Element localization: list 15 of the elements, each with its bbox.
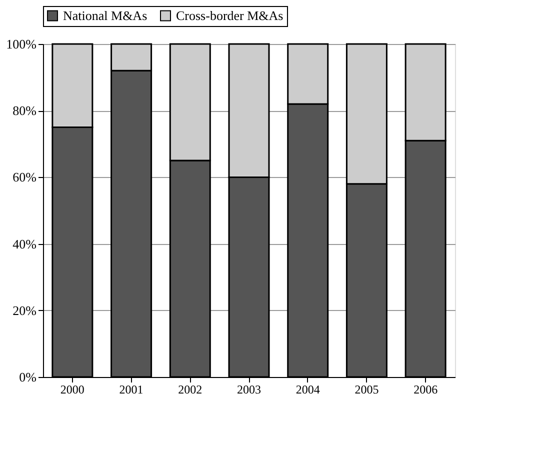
y-tick-label: 60% — [12, 170, 37, 185]
x-tick-label: 2006 — [414, 382, 438, 396]
y-tick-label: 80% — [12, 103, 37, 118]
legend-label: Cross-border M&As — [176, 8, 284, 23]
x-tick-label: 2000 — [60, 382, 84, 396]
y-tick-label: 40% — [12, 236, 37, 252]
x-tick-label: 2002 — [178, 382, 202, 396]
x-tick-label: 2005 — [354, 382, 379, 396]
x-tick-label: 2003 — [237, 382, 261, 396]
y-tick-label: 0% — [19, 370, 37, 384]
legend-label: National M&As — [63, 8, 148, 23]
x-tick-label: 2001 — [119, 382, 144, 396]
x-tick-label: 2004 — [296, 382, 320, 396]
y-tick-label: 100% — [6, 36, 37, 52]
y-tick-label: 20% — [12, 302, 37, 318]
